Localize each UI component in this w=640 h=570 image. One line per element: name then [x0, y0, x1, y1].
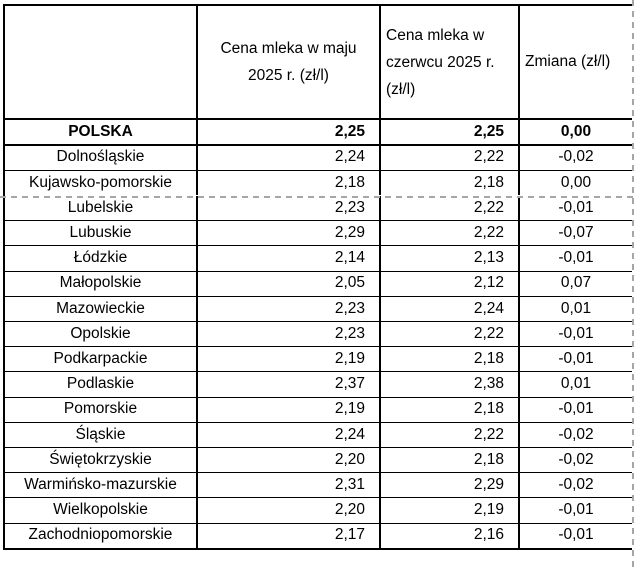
june-price-cell: 2,18	[381, 170, 520, 196]
change-cell: 0,00	[560, 173, 592, 191]
june-price-cell: 2,12	[381, 271, 520, 296]
table-row: Podkarpackie 2,19 2,18 -0,01	[5, 347, 632, 373]
june-price-cell: 2,24	[381, 296, 520, 321]
milk-price-table: Cena mleka w maju 2025 r. (zł/l) Cena ml…	[3, 4, 632, 550]
may-price-cell: 2,24	[198, 422, 381, 447]
change-cell: -0,02	[558, 450, 594, 468]
region-cell: POLSKA	[5, 120, 198, 144]
may-price-cell: 2,23	[198, 322, 381, 347]
may-price-cell: 2,19	[198, 397, 381, 422]
change-cell: 0,01	[560, 299, 592, 317]
june-price-cell: 2,22	[381, 322, 520, 347]
june-price-cell: 2,18	[381, 397, 520, 422]
may-price-cell: 2,24	[198, 145, 381, 170]
region-cell: Śląskie	[5, 422, 198, 447]
region-cell: Wielkopolskie	[5, 498, 198, 523]
june-price-cell: 2,16	[381, 523, 520, 548]
june-price-cell: 2,18	[381, 447, 520, 473]
june-price-cell: 2,18	[381, 347, 520, 372]
header-may-line2: 2025 r. (zł/l)	[248, 67, 329, 84]
region-cell: Mazowieckie	[5, 296, 198, 321]
change-cell: 0,07	[560, 274, 592, 292]
region-cell: Lubelskie	[5, 196, 198, 221]
may-price-cell: 2,20	[198, 498, 381, 523]
change-cell: 0,01	[560, 375, 592, 393]
june-price-cell: 2,25	[381, 120, 520, 144]
table-row: Dolnośląskie 2,24 2,22 -0,02	[5, 145, 632, 171]
may-price-cell: 2,23	[198, 196, 381, 221]
header-june-line1: Cena mleka w	[386, 26, 485, 44]
region-cell: Podlaskie	[5, 372, 198, 397]
region-cell: Pomorskie	[5, 397, 198, 422]
may-price-cell: 2,20	[198, 447, 381, 473]
table-row-polska: POLSKA 2,25 2,25 0,00	[5, 120, 632, 146]
june-price-cell: 2,19	[381, 498, 520, 523]
region-cell: Opolskie	[5, 322, 198, 347]
may-price-cell: 2,31	[198, 473, 381, 498]
may-price-cell: 2,14	[198, 246, 381, 271]
change-cell: -0,01	[558, 349, 594, 367]
may-price-cell: 2,18	[198, 170, 381, 196]
change-cell: 0,00	[560, 122, 592, 140]
region-cell: Warmińsko-mazurskie	[5, 473, 198, 498]
table-row: Kujawsko-pomorskie 2,18 2,18 0,00	[5, 170, 632, 196]
june-price-cell: 2,22	[381, 221, 520, 246]
header-region-cell	[5, 6, 198, 118]
june-price-cell: 2,22	[381, 145, 520, 170]
table-row: Lubelskie 2,23 2,22 -0,01	[5, 196, 632, 222]
region-cell: Małopolskie	[5, 271, 198, 296]
june-price-cell: 2,29	[381, 473, 520, 498]
table-row: Warmińsko-mazurskie 2,31 2,29 -0,02	[5, 473, 632, 499]
table-row: Pomorskie 2,19 2,18 -0,01	[5, 397, 632, 423]
june-price-cell: 2,13	[381, 246, 520, 271]
table-row: Podlaskie 2,37 2,38 0,01	[5, 372, 632, 398]
change-cell: -0,02	[558, 425, 594, 443]
header-row: Cena mleka w maju 2025 r. (zł/l) Cena ml…	[5, 6, 632, 120]
table-row: Małopolskie 2,05 2,12 0,07	[5, 271, 632, 297]
may-price-cell: 2,25	[198, 120, 381, 144]
change-cell: -0,02	[558, 148, 594, 166]
region-cell: Świętokrzyskie	[5, 447, 198, 473]
change-cell: -0,01	[558, 249, 594, 267]
region-cell: Kujawsko-pomorskie	[5, 170, 198, 196]
table-row: Śląskie 2,24 2,22 -0,02	[5, 422, 632, 448]
page-break-horizontal-line	[0, 196, 633, 198]
header-june-cell: Cena mleka w czerwcu 2025 r. (zł/l)	[381, 6, 520, 118]
table-row: Mazowieckie 2,23 2,24 0,01	[5, 296, 632, 322]
change-cell: -0,02	[558, 475, 594, 493]
header-may-cell: Cena mleka w maju 2025 r. (zł/l)	[198, 6, 381, 118]
header-change-cell: Zmiana (zł/l)	[525, 52, 611, 70]
may-price-cell: 2,19	[198, 347, 381, 372]
region-cell: Łódzkie	[5, 246, 198, 271]
may-price-cell: 2,17	[198, 523, 381, 548]
may-price-cell: 2,37	[198, 372, 381, 397]
change-cell: -0,01	[558, 501, 594, 519]
region-cell: Zachodniopomorskie	[5, 523, 198, 548]
may-price-cell: 2,05	[198, 271, 381, 296]
page-break-vertical-line	[632, 0, 634, 570]
change-cell: -0,01	[558, 198, 594, 216]
table-row: Lubuskie 2,29 2,22 -0,07	[5, 221, 632, 247]
june-price-cell: 2,22	[381, 422, 520, 447]
table-row: Łódzkie 2,14 2,13 -0,01	[5, 246, 632, 272]
may-price-cell: 2,23	[198, 296, 381, 321]
change-cell: -0,01	[558, 400, 594, 418]
table-row: Wielkopolskie 2,20 2,19 -0,01	[5, 498, 632, 524]
table-row: Zachodniopomorskie 2,17 2,16 -0,01	[5, 523, 632, 548]
change-cell: -0,07	[558, 224, 594, 242]
header-may-line1: Cena mleka w maju	[220, 40, 357, 57]
region-cell: Lubuskie	[5, 221, 198, 246]
region-cell: Podkarpackie	[5, 347, 198, 372]
region-cell: Dolnośląskie	[5, 145, 198, 170]
header-june-line3: (zł/l)	[386, 80, 416, 98]
table-row: Opolskie 2,23 2,22 -0,01	[5, 322, 632, 348]
june-price-cell: 2,38	[381, 372, 520, 397]
header-june-line2: czerwcu 2025 r.	[386, 53, 495, 71]
table-row: Świętokrzyskie 2,20 2,18 -0,02	[5, 447, 632, 474]
change-cell: -0,01	[558, 526, 594, 544]
june-price-cell: 2,22	[381, 196, 520, 221]
change-cell: -0,01	[558, 324, 594, 342]
may-price-cell: 2,29	[198, 221, 381, 246]
